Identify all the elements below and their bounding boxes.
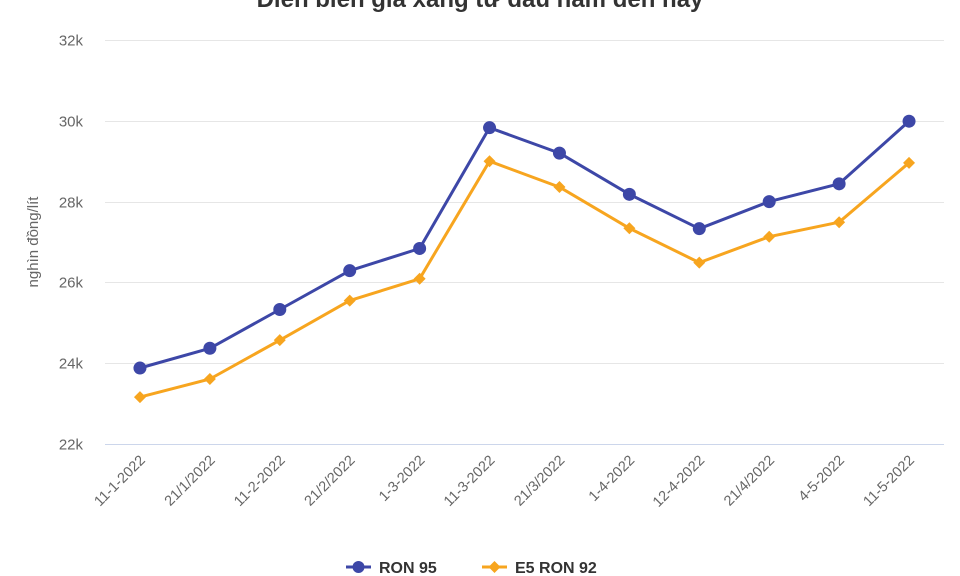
data-point-circle[interactable] xyxy=(343,264,357,278)
data-point-circle[interactable] xyxy=(832,177,846,191)
data-point-diamond[interactable] xyxy=(413,272,426,285)
data-point-diamond[interactable] xyxy=(483,155,496,168)
y-tick-label: 30k xyxy=(59,114,84,131)
x-tick-label: 11-3-2022 xyxy=(441,453,498,510)
data-point-circle[interactable] xyxy=(133,361,147,375)
data-point-diamond[interactable] xyxy=(553,181,566,194)
y-axis-title: nghìn đồng/lít xyxy=(25,196,42,288)
y-tick-label: 24k xyxy=(59,356,84,373)
series-ron-95 xyxy=(133,114,916,375)
y-tick-label: 28k xyxy=(59,195,84,212)
x-tick-label: 4-5-2022 xyxy=(796,453,848,505)
data-point-circle[interactable] xyxy=(902,114,916,128)
data-point-circle[interactable] xyxy=(622,187,636,201)
legend-item-ron-95[interactable]: RON 95 xyxy=(346,560,437,576)
data-point-diamond[interactable] xyxy=(203,372,216,385)
data-point-diamond[interactable] xyxy=(693,256,706,269)
legend: RON 95 E5 RON 92 xyxy=(346,560,597,576)
data-point-circle[interactable] xyxy=(413,241,427,255)
data-point-diamond[interactable] xyxy=(273,334,286,347)
x-tick-label: 11-1-2022 xyxy=(91,453,148,510)
data-point-circle[interactable] xyxy=(483,121,497,135)
data-point-diamond[interactable] xyxy=(133,391,146,404)
x-tick-label: 21/1/2022 xyxy=(162,453,219,510)
data-point-circle[interactable] xyxy=(692,222,706,236)
x-axis-ticks: 11-1-2022 21/1/2022 11-2-2022 21/2/2022 1-3-… xyxy=(91,453,917,511)
x-tick-label: 12-4-2022 xyxy=(650,453,708,511)
series-e5-ron-92 xyxy=(133,155,916,404)
x-tick-label: 21/4/2022 xyxy=(721,453,778,510)
series-group xyxy=(133,114,916,404)
legend-label-ron-95: RON 95 xyxy=(379,560,437,576)
y-tick-label: 32k xyxy=(59,33,84,50)
data-point-diamond[interactable] xyxy=(343,294,356,307)
x-tick-label: 11-5-2022 xyxy=(861,453,918,510)
data-point-circle[interactable] xyxy=(203,341,217,355)
series-line xyxy=(138,119,911,370)
x-tick-label: 11-2-2022 xyxy=(231,453,288,510)
x-tick-label: 1-3-2022 xyxy=(376,453,428,505)
data-point-circle[interactable] xyxy=(552,146,566,160)
chart-title: Diễn biến giá xăng từ đầu năm đến nay xyxy=(257,0,704,13)
x-tick-label: 1-4-2022 xyxy=(586,453,638,505)
legend-label-e5-ron-92: E5 RON 92 xyxy=(515,560,597,576)
data-point-diamond[interactable] xyxy=(763,230,776,243)
data-point-diamond[interactable] xyxy=(903,156,916,169)
data-point-diamond[interactable] xyxy=(833,216,846,229)
x-tick-label: 21/2/2022 xyxy=(302,453,359,510)
legend-circle-icon xyxy=(352,561,365,573)
data-point-circle[interactable] xyxy=(762,195,776,209)
gridlines xyxy=(105,40,944,445)
data-point-diamond[interactable] xyxy=(623,222,636,235)
legend-diamond-icon xyxy=(488,561,501,573)
series-line xyxy=(138,159,911,399)
x-tick-label: 21/3/2022 xyxy=(511,453,568,510)
data-point-circle[interactable] xyxy=(273,302,287,316)
y-axis-ticks: 22k 24k 26k 28k 30k 32k xyxy=(59,33,84,454)
legend-item-e5-ron-92[interactable]: E5 RON 92 xyxy=(482,560,597,576)
y-tick-label: 26k xyxy=(59,275,84,292)
y-tick-label: 22k xyxy=(59,437,84,454)
